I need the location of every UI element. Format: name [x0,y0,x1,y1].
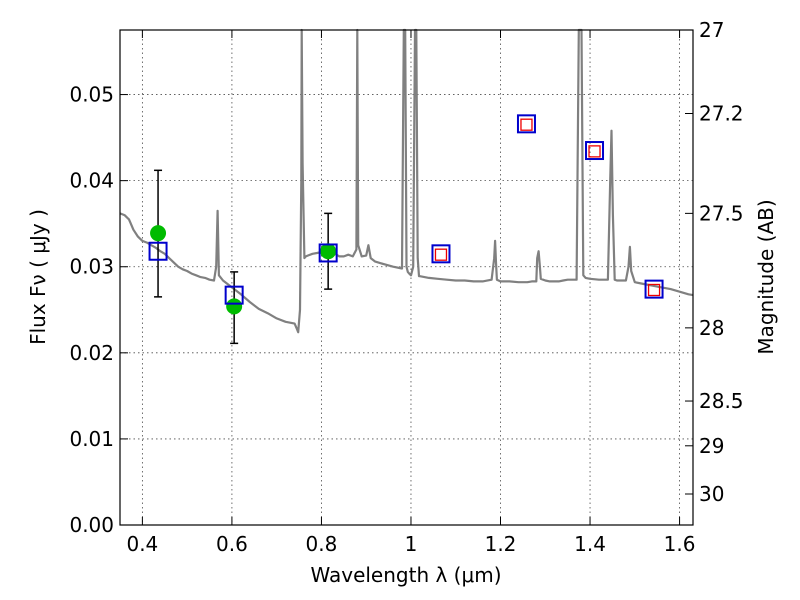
y2-tick-label: 28 [699,316,724,340]
model-square [224,285,244,305]
spectrum-layer [119,28,694,334]
x-tick-label: 1.6 [664,532,696,556]
model-square [585,141,605,161]
observed-point [320,243,337,260]
y2-tick-label: 27 [699,18,724,42]
markers-layer [148,114,664,345]
y-tick-label: 0.04 [69,169,114,193]
y2-tick-label: 27.2 [699,102,744,126]
x-tick-label: 1.4 [574,532,606,556]
fit-square [434,248,448,261]
fit-square [647,283,661,297]
y2-axis-label: Magnitude (AB) [754,199,778,354]
plot-frame [119,29,694,526]
ticks-layer: 0.4 0.6 0.8 1 1.2 1.4 1.6 0.00 0.01 0.02 0.03 0.04 0… [69,18,743,556]
y-tick-label: 0.01 [69,427,114,451]
y-tick-label: 0.02 [69,341,114,365]
observed-point [150,225,167,242]
y-tick-label: 0.03 [69,255,114,279]
x-tick-label: 0.8 [306,532,338,556]
y-tick-label: 0.05 [69,83,114,107]
fit-square [520,118,533,131]
x-tick-label: 0.6 [216,532,248,556]
observed-point [226,298,243,315]
fit-square [588,145,601,158]
x-tick-label: 1 [405,532,418,556]
model-square [148,241,168,261]
model-square [318,243,338,263]
y2-tick-label: 27.5 [699,201,744,225]
model-square [644,279,664,299]
y2-tick-label: 30 [699,482,724,506]
model-square [431,244,451,264]
model-square [516,114,536,134]
x-axis-label: Wavelength λ (μm) [310,563,501,587]
y2-tick-label: 29 [699,434,724,458]
y-tick-label: 0.00 [69,513,114,537]
spectrum-line [119,28,694,334]
x-tick-label: 0.4 [126,532,158,556]
x-tick-label: 1.2 [485,532,517,556]
y2-tick-label: 28.5 [699,389,744,413]
y-axis-label: Flux Fν ( μJy ) [26,209,50,345]
